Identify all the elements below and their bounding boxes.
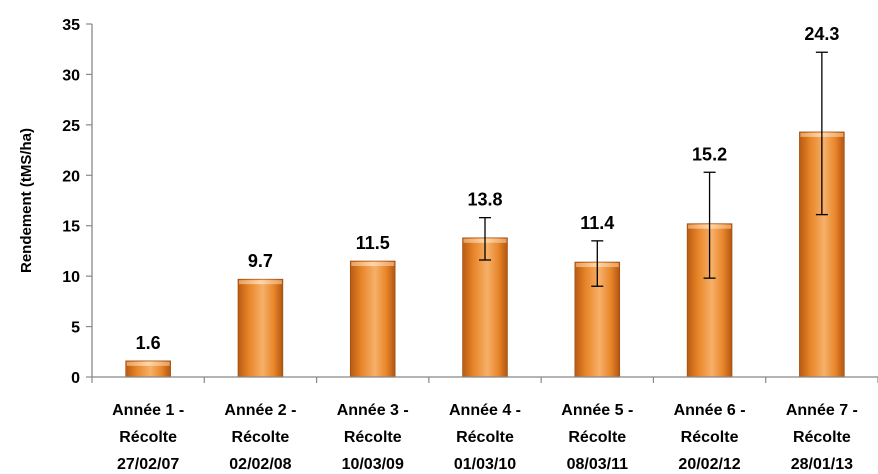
data-label: 15.2 (692, 144, 727, 164)
y-tick-label: 10 (62, 269, 80, 286)
bar (237, 278, 284, 378)
x-category-line: Année 1 - (112, 402, 184, 419)
x-category-line: Année 6 - (674, 402, 746, 419)
x-category-line: Année 3 - (337, 402, 409, 419)
axes (91, 24, 878, 383)
y-axis-title: Rendement (tMS/ha) (18, 128, 35, 273)
x-category-label: Année 2 - Récolte 02/02/08 (224, 402, 296, 473)
x-category-line: Récolte (681, 429, 739, 446)
y-tick-label: 30 (62, 67, 80, 84)
bar-highlight (238, 280, 282, 285)
x-category-line: Année 5 - (561, 402, 633, 419)
x-category-line: 27/02/07 (117, 456, 179, 473)
x-category-line: Récolte (119, 429, 177, 446)
x-category-line: Récolte (568, 429, 626, 446)
y-tick-label: 0 (71, 370, 80, 387)
y-tick-label: 15 (62, 219, 80, 236)
x-category-line: Récolte (344, 429, 402, 446)
y-tick-label: 5 (71, 320, 80, 337)
data-label: 9.7 (248, 251, 273, 271)
x-category-line: 28/01/13 (791, 456, 853, 473)
data-label: 24.3 (804, 24, 839, 44)
y-ticks: 0 5 10 15 20 25 30 35 (62, 17, 92, 387)
bar-highlight (126, 361, 170, 366)
x-category-label: Année 4 - Récolte 01/03/10 (449, 402, 521, 473)
y-tick-label: 35 (62, 17, 80, 34)
bar-highlight (351, 262, 395, 267)
y-tick-label: 20 (62, 168, 80, 185)
y-tick-label: 25 (62, 118, 80, 135)
x-category-line: Récolte (793, 429, 851, 446)
data-label: 13.8 (467, 190, 502, 210)
data-label: 1.6 (136, 333, 161, 353)
x-category-line: 10/03/09 (342, 456, 404, 473)
x-category-line: 02/02/08 (229, 456, 291, 473)
x-category-line: 20/02/12 (678, 456, 740, 473)
x-category-label: Année 5 - Récolte 08/03/11 (561, 402, 633, 473)
x-categories: Année 1 - Récolte 27/02/07 Année 2 - Récolte… (112, 402, 858, 473)
x-category-label: Année 1 - Récolte 27/02/07 (112, 402, 184, 473)
x-category-label: Année 6 - Récolte 20/02/12 (674, 402, 746, 473)
x-category-line: Année 2 - (224, 402, 296, 419)
x-category-label: Année 3 - Récolte 10/03/09 (337, 402, 409, 473)
x-category-label: Année 7 - Récolte 28/01/13 (786, 402, 858, 473)
bar (349, 260, 396, 378)
error-bars (479, 51, 828, 287)
x-category-line: 01/03/10 (454, 456, 516, 473)
data-labels: 1.6 9.7 11.5 13.8 11.4 15.2 24.3 (136, 24, 840, 353)
x-category-line: Année 7 - (786, 402, 858, 419)
x-category-line: Année 4 - (449, 402, 521, 419)
y-axis-title-group: Rendement (tMS/ha) (18, 128, 35, 273)
data-label: 11.4 (580, 213, 614, 233)
x-category-line: Récolte (456, 429, 514, 446)
data-label: 11.5 (356, 233, 390, 253)
x-category-line: 08/03/11 (567, 456, 629, 473)
bars (125, 131, 845, 378)
x-category-line: Récolte (232, 429, 290, 446)
